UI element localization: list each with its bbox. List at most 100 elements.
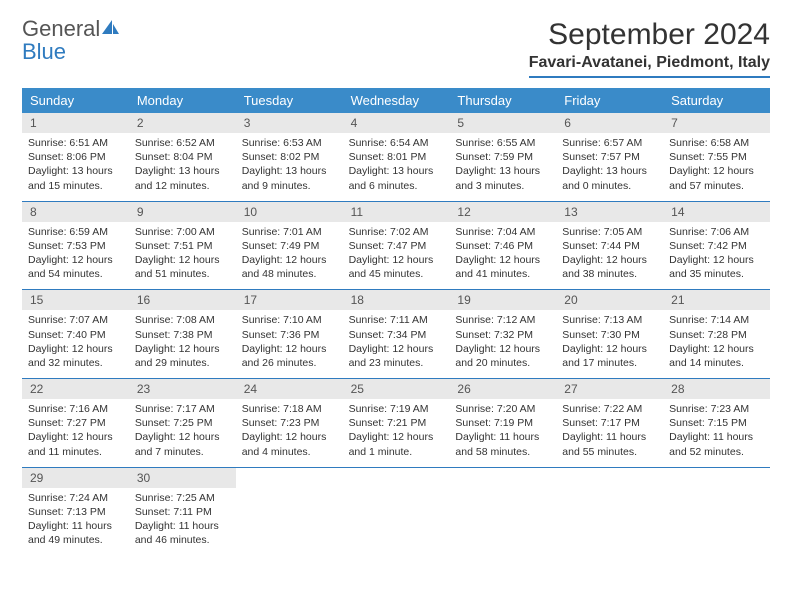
sunrise: Sunrise: 7:02 AM xyxy=(349,225,444,239)
sunrise: Sunrise: 7:18 AM xyxy=(242,402,337,416)
daylight-line1: Daylight: 12 hours xyxy=(562,253,657,267)
daylight-line1: Daylight: 12 hours xyxy=(455,342,550,356)
daylight-line1: Daylight: 12 hours xyxy=(135,342,230,356)
sunrise: Sunrise: 7:08 AM xyxy=(135,313,230,327)
daylight-line2: and 41 minutes. xyxy=(455,267,550,281)
sunset: Sunset: 8:01 PM xyxy=(349,150,444,164)
sunset: Sunset: 7:30 PM xyxy=(562,328,657,342)
sunrise: Sunrise: 7:04 AM xyxy=(455,225,550,239)
sunrise: Sunrise: 7:11 AM xyxy=(349,313,444,327)
daylight-line2: and 11 minutes. xyxy=(28,445,123,459)
daylight-line2: and 3 minutes. xyxy=(455,179,550,193)
sunrise: Sunrise: 7:19 AM xyxy=(349,402,444,416)
sunrise: Sunrise: 6:54 AM xyxy=(349,136,444,150)
day-details: Sunrise: 7:01 AMSunset: 7:49 PMDaylight:… xyxy=(236,222,343,290)
daylight-line2: and 58 minutes. xyxy=(455,445,550,459)
calendar-day: 17Sunrise: 7:10 AMSunset: 7:36 PMDayligh… xyxy=(236,290,343,378)
day-number: 30 xyxy=(129,468,236,488)
calendar-day: 9Sunrise: 7:00 AMSunset: 7:51 PMDaylight… xyxy=(129,202,236,290)
day-details xyxy=(343,488,450,499)
day-number: 11 xyxy=(343,202,450,222)
daylight-line1: Daylight: 11 hours xyxy=(669,430,764,444)
calendar-day: 27Sunrise: 7:22 AMSunset: 7:17 PMDayligh… xyxy=(556,379,663,467)
day-details: Sunrise: 6:53 AMSunset: 8:02 PMDaylight:… xyxy=(236,133,343,201)
day-details: Sunrise: 7:22 AMSunset: 7:17 PMDaylight:… xyxy=(556,399,663,467)
daylight-line2: and 6 minutes. xyxy=(349,179,444,193)
day-number: 22 xyxy=(22,379,129,399)
sunset: Sunset: 7:23 PM xyxy=(242,416,337,430)
daylight-line2: and 48 minutes. xyxy=(242,267,337,281)
day-details: Sunrise: 7:06 AMSunset: 7:42 PMDaylight:… xyxy=(663,222,770,290)
day-details xyxy=(449,488,556,499)
day-number: 5 xyxy=(449,113,556,133)
calendar-day: 28Sunrise: 7:23 AMSunset: 7:15 PMDayligh… xyxy=(663,379,770,467)
day-details: Sunrise: 6:57 AMSunset: 7:57 PMDaylight:… xyxy=(556,133,663,201)
day-details: Sunrise: 7:18 AMSunset: 7:23 PMDaylight:… xyxy=(236,399,343,467)
sunrise: Sunrise: 7:12 AM xyxy=(455,313,550,327)
day-details: Sunrise: 7:00 AMSunset: 7:51 PMDaylight:… xyxy=(129,222,236,290)
daylight-line1: Daylight: 12 hours xyxy=(349,342,444,356)
day-details: Sunrise: 7:16 AMSunset: 7:27 PMDaylight:… xyxy=(22,399,129,467)
sunrise: Sunrise: 7:25 AM xyxy=(135,491,230,505)
sunset: Sunset: 7:11 PM xyxy=(135,505,230,519)
daylight-line2: and 9 minutes. xyxy=(242,179,337,193)
daylight-line1: Daylight: 12 hours xyxy=(242,253,337,267)
calendar-day: 30Sunrise: 7:25 AMSunset: 7:11 PMDayligh… xyxy=(129,468,236,556)
daylight-line2: and 38 minutes. xyxy=(562,267,657,281)
calendar-day: 6Sunrise: 6:57 AMSunset: 7:57 PMDaylight… xyxy=(556,113,663,201)
daylight-line1: Daylight: 12 hours xyxy=(135,430,230,444)
day-details: Sunrise: 7:20 AMSunset: 7:19 PMDaylight:… xyxy=(449,399,556,467)
day-number xyxy=(556,468,663,488)
day-number xyxy=(449,468,556,488)
day-number: 6 xyxy=(556,113,663,133)
calendar-day xyxy=(663,468,770,556)
header: General Blue September 2024 Favari-Avata… xyxy=(22,18,770,78)
sunset: Sunset: 8:02 PM xyxy=(242,150,337,164)
weekday-label: Monday xyxy=(129,88,236,113)
day-details: Sunrise: 7:04 AMSunset: 7:46 PMDaylight:… xyxy=(449,222,556,290)
daylight-line2: and 49 minutes. xyxy=(28,533,123,547)
daylight-line2: and 0 minutes. xyxy=(562,179,657,193)
daylight-line2: and 46 minutes. xyxy=(135,533,230,547)
daylight-line1: Daylight: 12 hours xyxy=(349,430,444,444)
daylight-line1: Daylight: 13 hours xyxy=(28,164,123,178)
day-number: 12 xyxy=(449,202,556,222)
calendar-day: 14Sunrise: 7:06 AMSunset: 7:42 PMDayligh… xyxy=(663,202,770,290)
sunset: Sunset: 7:42 PM xyxy=(669,239,764,253)
day-number xyxy=(663,468,770,488)
day-number: 1 xyxy=(22,113,129,133)
daylight-line2: and 57 minutes. xyxy=(669,179,764,193)
calendar-day: 7Sunrise: 6:58 AMSunset: 7:55 PMDaylight… xyxy=(663,113,770,201)
logo-text-blue: Blue xyxy=(22,41,120,63)
calendar-day: 10Sunrise: 7:01 AMSunset: 7:49 PMDayligh… xyxy=(236,202,343,290)
daylight-line1: Daylight: 13 hours xyxy=(455,164,550,178)
day-number: 8 xyxy=(22,202,129,222)
sunrise: Sunrise: 6:58 AM xyxy=(669,136,764,150)
day-number: 14 xyxy=(663,202,770,222)
daylight-line1: Daylight: 12 hours xyxy=(562,342,657,356)
sunrise: Sunrise: 6:52 AM xyxy=(135,136,230,150)
daylight-line2: and 20 minutes. xyxy=(455,356,550,370)
day-details: Sunrise: 7:17 AMSunset: 7:25 PMDaylight:… xyxy=(129,399,236,467)
day-number: 16 xyxy=(129,290,236,310)
day-number: 10 xyxy=(236,202,343,222)
daylight-line2: and 15 minutes. xyxy=(28,179,123,193)
daylight-line2: and 29 minutes. xyxy=(135,356,230,370)
day-number: 27 xyxy=(556,379,663,399)
day-number: 17 xyxy=(236,290,343,310)
calendar-day: 12Sunrise: 7:04 AMSunset: 7:46 PMDayligh… xyxy=(449,202,556,290)
daylight-line2: and 35 minutes. xyxy=(669,267,764,281)
daylight-line1: Daylight: 12 hours xyxy=(349,253,444,267)
sunset: Sunset: 7:49 PM xyxy=(242,239,337,253)
day-details: Sunrise: 7:08 AMSunset: 7:38 PMDaylight:… xyxy=(129,310,236,378)
calendar-week: 1Sunrise: 6:51 AMSunset: 8:06 PMDaylight… xyxy=(22,113,770,201)
sunset: Sunset: 7:40 PM xyxy=(28,328,123,342)
day-details xyxy=(556,488,663,499)
calendar-day: 15Sunrise: 7:07 AMSunset: 7:40 PMDayligh… xyxy=(22,290,129,378)
day-details xyxy=(236,488,343,499)
day-details: Sunrise: 7:10 AMSunset: 7:36 PMDaylight:… xyxy=(236,310,343,378)
calendar-day xyxy=(343,468,450,556)
day-details: Sunrise: 7:14 AMSunset: 7:28 PMDaylight:… xyxy=(663,310,770,378)
sunrise: Sunrise: 7:16 AM xyxy=(28,402,123,416)
daylight-line2: and 51 minutes. xyxy=(135,267,230,281)
